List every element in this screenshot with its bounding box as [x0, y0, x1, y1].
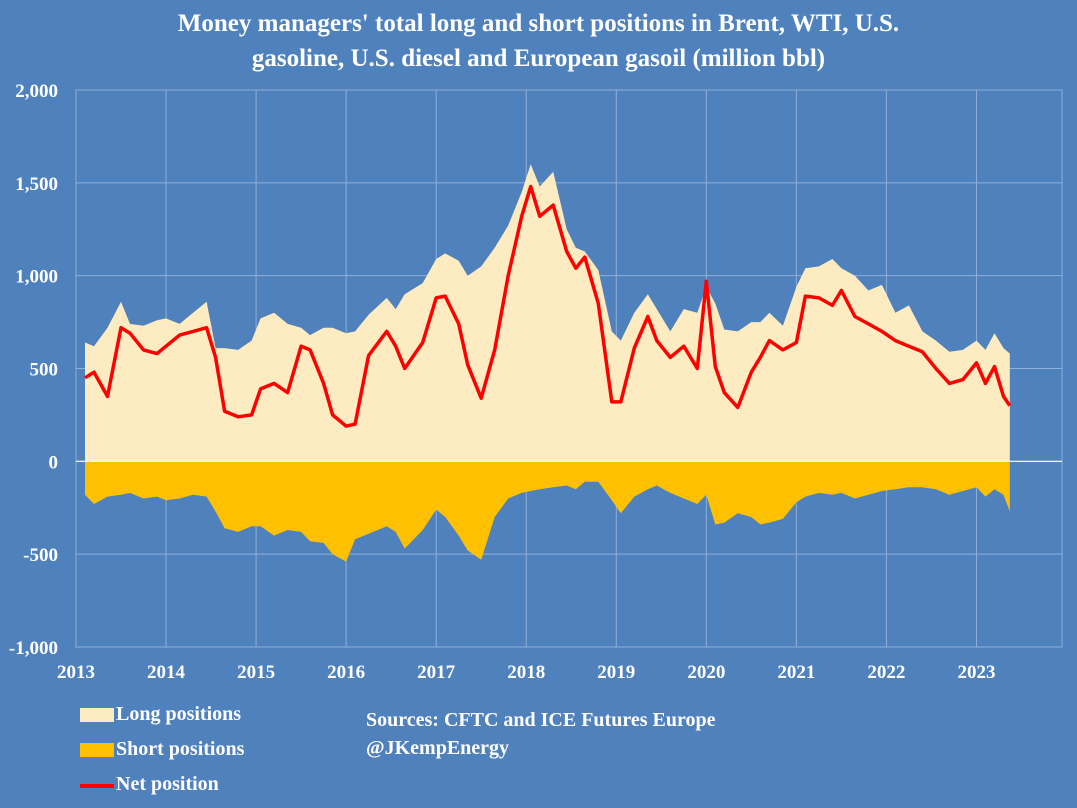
- x-tick-label: 2016: [327, 662, 365, 683]
- x-tick-label: 2017: [417, 662, 456, 683]
- y-tick-label: -1,000: [9, 638, 58, 659]
- x-tick-label: 2013: [57, 662, 95, 683]
- y-tick-label: 1,000: [15, 267, 58, 288]
- short-positions-area: [85, 461, 1010, 562]
- y-tick-label: 2,000: [15, 81, 58, 102]
- y-tick-label: 1,500: [15, 174, 58, 195]
- x-axis-tick-labels: 2013 2014 2015 2016 2017 2018 2019 2020 2021 2022…: [57, 662, 995, 683]
- x-tick-label: 2022: [867, 662, 905, 683]
- sources-note: Sources: CFTC and ICE Futures Europe @JK…: [366, 706, 716, 762]
- x-tick-label: 2021: [777, 662, 815, 683]
- y-tick-label: 0: [49, 452, 59, 473]
- y-axis-tick-labels: 2,000 1,500 1,000 500 0 -500 -1,000: [9, 81, 58, 659]
- x-tick-label: 2023: [957, 662, 995, 683]
- author-handle: @JKempEnergy: [366, 737, 510, 759]
- y-tick-label: 500: [30, 360, 59, 381]
- chart-title-line-2: gasoline, U.S. diesel and European gasoi…: [251, 45, 826, 72]
- x-tick-label: 2015: [237, 662, 275, 683]
- legend-swatch-short: [80, 743, 114, 757]
- legend-label-net: Net position: [116, 773, 219, 795]
- x-tick-label: 2018: [507, 662, 545, 683]
- sources-line: Sources: CFTC and ICE Futures Europe: [366, 709, 716, 731]
- x-tick-label: 2020: [687, 662, 725, 683]
- legend-label-short: Short positions: [116, 738, 245, 760]
- y-tick-label: -500: [23, 545, 58, 566]
- x-tick-label: 2019: [597, 662, 635, 683]
- long-positions-area: [85, 164, 1010, 462]
- legend-swatch-long: [80, 708, 114, 722]
- plot-border: [75, 89, 1063, 648]
- x-tick-label: 2014: [147, 662, 186, 683]
- net-position-line: [84, 184, 1012, 428]
- legend-label-long: Long positions: [116, 703, 242, 725]
- legend-swatch-net: [80, 784, 114, 788]
- chart-title-line-1: Money managers' total long and short pos…: [177, 10, 900, 37]
- chart-title: Money managers' total long and short pos…: [0, 6, 1077, 76]
